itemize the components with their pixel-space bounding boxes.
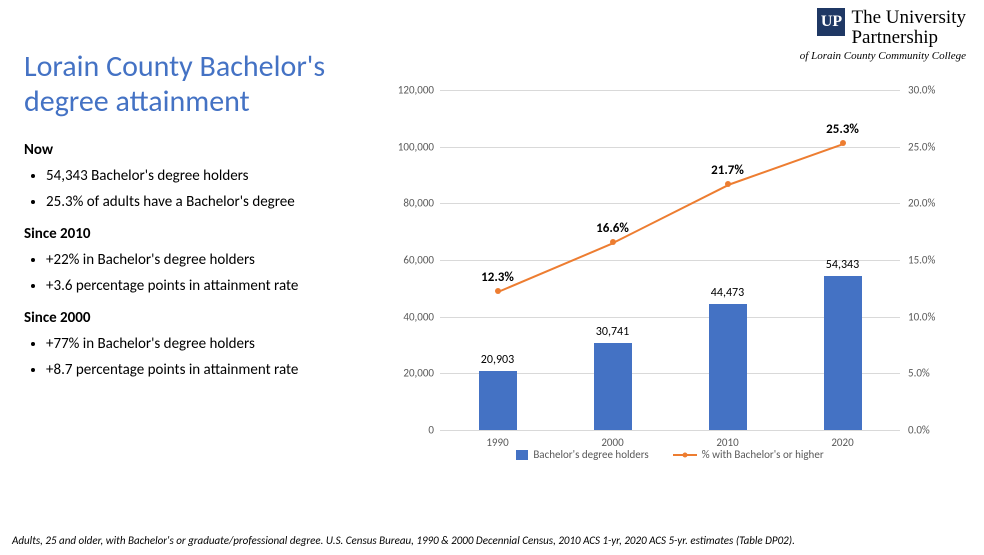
brand-logo: UP The University Partnership of Lorain … xyxy=(800,8,966,62)
y-right-tick: 20.0% xyxy=(908,197,935,210)
line-value-label: 25.3% xyxy=(826,122,859,137)
page-title: Lorain County Bachelor's degree attainme… xyxy=(24,50,354,119)
bullet-item: +8.7 percentage points in attainment rat… xyxy=(46,361,354,379)
line-marker xyxy=(840,140,846,146)
line-segment xyxy=(497,242,613,293)
bar xyxy=(824,276,862,430)
gridline xyxy=(440,430,900,431)
bar xyxy=(594,343,632,430)
y-left-tick: 60,000 xyxy=(382,254,434,267)
bar xyxy=(709,304,747,430)
section-heading: Since 2010 xyxy=(24,225,354,243)
bullet-item: +22% in Bachelor's degree holders xyxy=(46,251,354,269)
y-left-tick: 40,000 xyxy=(382,310,434,323)
attainment-chart: 0 0.0% 20,000 5.0% 40,000 10.0% 60,000 15.0% 80,… xyxy=(380,80,960,480)
line-value-label: 16.6% xyxy=(596,221,629,236)
line-value-label: 21.7% xyxy=(711,163,744,178)
y-right-tick: 10.0% xyxy=(908,310,935,323)
bar-value-label: 44,473 xyxy=(698,286,758,300)
y-right-tick: 0.0% xyxy=(908,424,930,437)
section-heading: Since 2000 xyxy=(24,309,354,327)
bullet-item: 54,343 Bachelor's degree holders xyxy=(46,167,354,185)
legend-line: % with Bachelor's or higher xyxy=(673,448,824,461)
section-heading: Now xyxy=(24,141,354,159)
section-bullets: 54,343 Bachelor's degree holders 25.3% of… xyxy=(24,167,354,211)
bullet-item: +77% in Bachelor's degree holders xyxy=(46,335,354,353)
section-bullets: +77% in Bachelor's degree holders +8.7 pe… xyxy=(24,335,354,379)
text-column: Lorain County Bachelor's degree attainme… xyxy=(24,50,354,391)
line-marker xyxy=(610,239,616,245)
logo-title: The University Partnership xyxy=(851,8,966,48)
bullet-item: +3.6 percentage points in attainment rat… xyxy=(46,277,354,295)
y-left-tick: 0 xyxy=(382,424,434,437)
y-right-tick: 25.0% xyxy=(908,140,935,153)
chart-legend: Bachelor's degree holders % with Bachelo… xyxy=(440,448,900,461)
logo-badge: UP xyxy=(817,8,845,36)
line-segment xyxy=(727,143,843,186)
legend-bar: Bachelor's degree holders xyxy=(516,448,648,461)
bar-value-label: 54,343 xyxy=(813,258,873,272)
bar xyxy=(479,371,517,430)
y-right-tick: 30.0% xyxy=(908,84,935,97)
line-marker xyxy=(725,181,731,187)
y-left-tick: 20,000 xyxy=(382,367,434,380)
line-value-label: 12.3% xyxy=(481,270,514,285)
bar-value-label: 30,741 xyxy=(583,325,643,339)
gridline xyxy=(440,203,900,204)
section-bullets: +22% in Bachelor's degree holders +3.6 pe… xyxy=(24,251,354,295)
y-right-tick: 5.0% xyxy=(908,367,930,380)
y-left-tick: 100,000 xyxy=(382,140,434,153)
gridline xyxy=(440,90,900,91)
y-right-tick: 15.0% xyxy=(908,254,935,267)
y-left-tick: 120,000 xyxy=(382,84,434,97)
bullet-item: 25.3% of adults have a Bachelor's degree xyxy=(46,193,354,211)
source-footnote: Adults, 25 and older, with Bachelor's or… xyxy=(12,534,795,547)
line-marker xyxy=(495,288,501,294)
y-left-tick: 80,000 xyxy=(382,197,434,210)
line-segment xyxy=(612,184,728,244)
bar-value-label: 20,903 xyxy=(468,353,528,367)
logo-subtitle: of Lorain County Community College xyxy=(800,50,966,62)
